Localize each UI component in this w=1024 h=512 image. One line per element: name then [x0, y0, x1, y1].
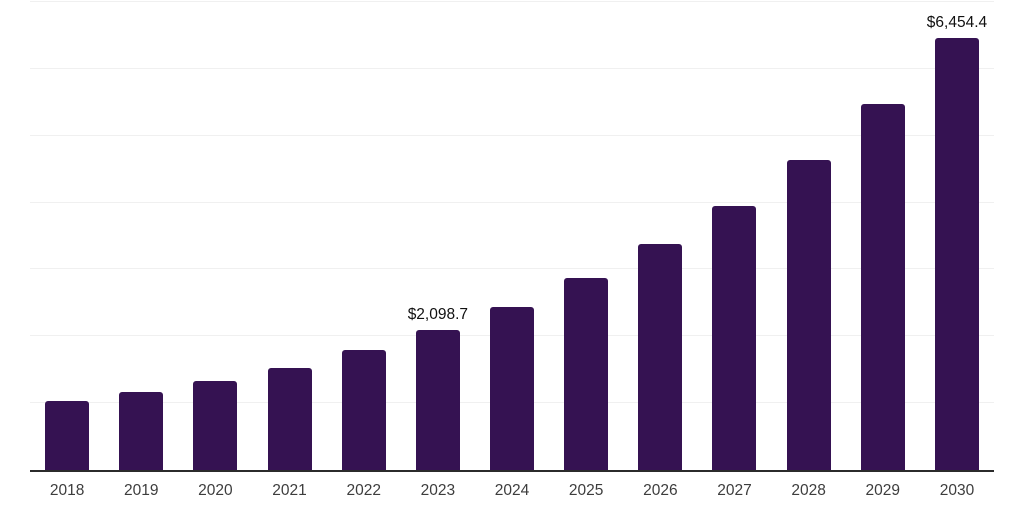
bar-2024: [490, 306, 535, 470]
x-axis-label-2024: 2024: [494, 482, 530, 499]
bar-slot-2025: [549, 2, 623, 470]
bar-slot-2027: [697, 2, 771, 470]
bar-slot-2023: $2,098.7: [401, 2, 475, 470]
x-axis-label-2022: 2022: [346, 482, 381, 499]
bar-slot-2026: [623, 2, 697, 470]
bar-slot-2022: [327, 2, 401, 470]
gridline-7000: [30, 1, 994, 2]
bar-value-label-2023: $2,098.7: [407, 305, 469, 323]
bar-2022: [341, 349, 386, 470]
bar-2025: [564, 278, 609, 470]
bar-2027: [712, 205, 757, 470]
x-axis-label-2029: 2029: [865, 482, 901, 499]
bar-2021: [267, 368, 312, 470]
bar-value-label-2030: $6,454.4: [926, 14, 988, 32]
x-axis-label-2020: 2020: [198, 482, 233, 499]
bar-slot-2020: [178, 2, 252, 470]
bar-slot-2029: [846, 2, 920, 470]
gridline-6000: [30, 67, 994, 69]
bar-slot-2028: [772, 2, 846, 470]
bar-2020: [193, 381, 238, 470]
bar-2019: [119, 391, 164, 470]
gridline-4000: [30, 201, 994, 203]
bar-slot-2019: [104, 2, 178, 470]
bar-slot-2021: [252, 2, 326, 470]
bar-2023: [415, 329, 460, 470]
bar-slot-2018: [30, 2, 104, 470]
bar-slot-2024: [475, 2, 549, 470]
x-axis-label-2025: 2025: [568, 482, 604, 499]
bar-2028: [786, 160, 831, 470]
bar-2026: [638, 244, 683, 470]
bars-container: $2,098.7 $6,454.4: [30, 2, 994, 470]
gridline-5000: [30, 134, 994, 136]
plot-area: $2,098.7 $6,454.4: [30, 1, 994, 472]
x-axis-label-2018: 2018: [49, 482, 85, 499]
x-axis-label-2028: 2028: [791, 482, 826, 499]
x-axis-labels: 2018 2019 2020 2021 2022 2023 2024 2025 2026 2027…: [30, 481, 994, 500]
x-axis-label-2027: 2027: [717, 482, 752, 499]
gridline-3000: [30, 268, 994, 270]
bar-slot-2030: $6,454.4: [920, 2, 994, 470]
bar-2018: [45, 401, 90, 470]
x-axis-label-2026: 2026: [643, 482, 678, 499]
bar-2029: [860, 104, 905, 470]
x-axis-label-2023: 2023: [420, 482, 456, 499]
x-axis-label-2019: 2019: [123, 482, 159, 499]
x-axis-label-2030: 2030: [939, 482, 975, 499]
x-axis-label-2021: 2021: [272, 482, 307, 499]
bar-2030: [934, 38, 979, 470]
